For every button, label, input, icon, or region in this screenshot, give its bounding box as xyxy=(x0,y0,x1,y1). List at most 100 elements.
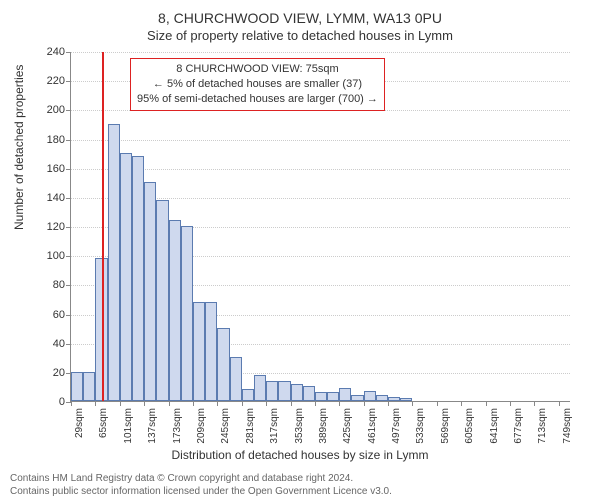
x-tick-mark xyxy=(144,401,145,406)
x-tick-label: 209sqm xyxy=(196,408,207,444)
histogram-bar xyxy=(193,302,205,401)
y-tick-label: 60 xyxy=(35,309,65,321)
footer-line: Contains HM Land Registry data © Crown c… xyxy=(10,472,590,485)
x-tick-mark xyxy=(412,401,413,406)
x-tick-label: 245sqm xyxy=(220,408,231,444)
x-tick-mark xyxy=(266,401,267,406)
y-tick-mark xyxy=(66,344,71,345)
x-tick-label: 281sqm xyxy=(245,408,256,444)
y-tick-label: 200 xyxy=(35,104,65,116)
histogram-bar xyxy=(230,357,242,401)
y-tick-label: 180 xyxy=(35,134,65,146)
annotation-line: 8 CHURCHWOOD VIEW: 75sqm xyxy=(137,62,378,77)
y-axis-label: Number of detached properties xyxy=(12,65,26,230)
histogram-chart: 02040608010012014016018020022024029sqm65… xyxy=(70,52,570,402)
histogram-bar xyxy=(156,200,168,401)
x-tick-mark xyxy=(437,401,438,406)
gridline xyxy=(71,140,570,141)
histogram-bar xyxy=(339,388,351,401)
annotation-line: ← 5% of detached houses are smaller (37) xyxy=(137,77,378,92)
y-tick-mark xyxy=(66,110,71,111)
y-tick-mark xyxy=(66,81,71,82)
x-tick-label: 101sqm xyxy=(123,408,134,444)
x-tick-mark xyxy=(315,401,316,406)
x-tick-label: 497sqm xyxy=(391,408,402,444)
x-tick-mark xyxy=(364,401,365,406)
x-tick-label: 353sqm xyxy=(294,408,305,444)
x-tick-label: 605sqm xyxy=(464,408,475,444)
x-tick-mark xyxy=(388,401,389,406)
y-tick-label: 80 xyxy=(35,279,65,291)
x-tick-label: 641sqm xyxy=(489,408,500,444)
y-tick-label: 0 xyxy=(35,396,65,408)
y-tick-mark xyxy=(66,140,71,141)
y-tick-label: 220 xyxy=(35,75,65,87)
histogram-bar xyxy=(388,397,400,401)
histogram-bar xyxy=(278,381,290,401)
histogram-bar xyxy=(108,124,120,401)
histogram-bar xyxy=(315,392,327,401)
y-tick-label: 120 xyxy=(35,221,65,233)
histogram-bar xyxy=(144,182,156,401)
x-tick-mark xyxy=(169,401,170,406)
x-tick-mark xyxy=(510,401,511,406)
histogram-bar xyxy=(169,220,181,401)
y-tick-mark xyxy=(66,285,71,286)
y-tick-label: 140 xyxy=(35,192,65,204)
y-tick-mark xyxy=(66,227,71,228)
x-tick-mark xyxy=(193,401,194,406)
y-tick-label: 100 xyxy=(35,250,65,262)
y-tick-label: 240 xyxy=(35,46,65,58)
histogram-bar xyxy=(351,395,363,401)
x-tick-mark xyxy=(559,401,560,406)
histogram-bar xyxy=(71,372,83,401)
y-tick-label: 160 xyxy=(35,163,65,175)
x-tick-label: 317sqm xyxy=(269,408,280,444)
x-tick-label: 461sqm xyxy=(367,408,378,444)
x-tick-label: 389sqm xyxy=(318,408,329,444)
x-tick-label: 173sqm xyxy=(172,408,183,444)
histogram-bar xyxy=(132,156,144,401)
y-tick-mark xyxy=(66,198,71,199)
page-title: 8, CHURCHWOOD VIEW, LYMM, WA13 0PU xyxy=(0,0,600,26)
x-tick-mark xyxy=(461,401,462,406)
y-tick-label: 40 xyxy=(35,338,65,350)
histogram-bar xyxy=(181,226,193,401)
histogram-bar xyxy=(327,392,339,401)
x-tick-label: 29sqm xyxy=(74,408,85,438)
x-tick-label: 533sqm xyxy=(415,408,426,444)
x-tick-label: 713sqm xyxy=(537,408,548,444)
x-tick-label: 65sqm xyxy=(98,408,109,438)
page-subtitle: Size of property relative to detached ho… xyxy=(0,26,600,43)
y-tick-mark xyxy=(66,52,71,53)
histogram-bar xyxy=(205,302,217,401)
annotation-line: 95% of semi-detached houses are larger (… xyxy=(137,92,378,107)
x-tick-mark xyxy=(71,401,72,406)
subject-marker-line xyxy=(102,52,104,401)
x-tick-mark xyxy=(534,401,535,406)
histogram-bar xyxy=(291,384,303,402)
histogram-bar xyxy=(266,381,278,401)
x-tick-label: 137sqm xyxy=(147,408,158,444)
x-tick-mark xyxy=(217,401,218,406)
histogram-bar xyxy=(303,386,315,401)
y-tick-mark xyxy=(66,256,71,257)
histogram-bar xyxy=(254,375,266,401)
x-tick-mark xyxy=(339,401,340,406)
histogram-bar xyxy=(364,391,376,401)
gridline xyxy=(71,169,570,170)
x-tick-mark xyxy=(486,401,487,406)
histogram-bar xyxy=(120,153,132,401)
x-tick-label: 569sqm xyxy=(440,408,451,444)
gridline xyxy=(71,52,570,53)
histogram-bar xyxy=(83,372,95,401)
footer-line: Contains public sector information licen… xyxy=(10,485,590,498)
y-tick-mark xyxy=(66,315,71,316)
histogram-bar xyxy=(217,328,229,401)
x-axis-label: Distribution of detached houses by size … xyxy=(0,448,600,462)
histogram-bar xyxy=(242,389,254,401)
footer-text: Contains HM Land Registry data © Crown c… xyxy=(10,472,590,498)
x-tick-label: 677sqm xyxy=(513,408,524,444)
x-tick-label: 749sqm xyxy=(562,408,573,444)
x-tick-mark xyxy=(291,401,292,406)
